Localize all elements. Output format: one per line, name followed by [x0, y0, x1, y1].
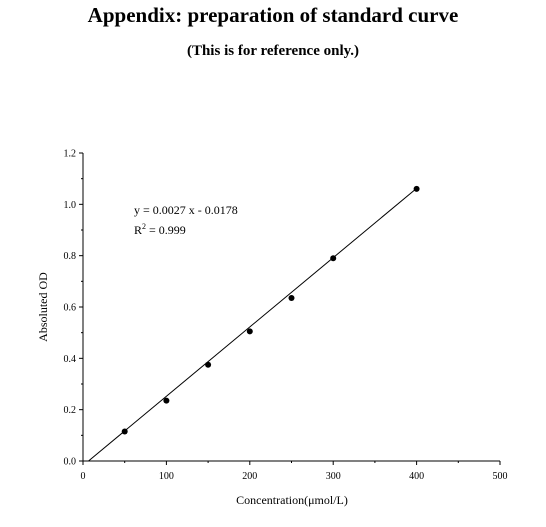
chart-ticks: 0 100 200 300 400 500 0.0 0.2 0.4 0.6 0.8 1.0 1.2: [64, 149, 508, 483]
x-tick-label: 100: [159, 471, 174, 482]
y-tick-label: 1.0: [64, 200, 77, 211]
y-tick-label: 0.6: [64, 303, 77, 314]
page-subtitle: (This is for reference only.): [186, 43, 360, 59]
x-tick-label: 0: [81, 471, 86, 482]
chart-points: [121, 185, 420, 435]
chart-fit: [88, 187, 417, 462]
y-tick-label: 0.0: [64, 457, 77, 468]
r-squared-symbol: R: [134, 223, 142, 237]
y-tick-label: 0.8: [64, 251, 77, 262]
r-squared-superscript: 2: [142, 222, 146, 231]
y-axis-title: Absoluted OD: [36, 272, 50, 342]
x-tick-label: 300: [326, 471, 341, 482]
data-point: [413, 185, 420, 192]
y-tick-label: 1.2: [64, 149, 77, 160]
data-point: [246, 328, 253, 335]
x-tick-label: 500: [493, 471, 508, 482]
r-squared-label: R2 = 0.999: [134, 222, 186, 237]
data-point: [163, 397, 170, 404]
chart-axes: [82, 153, 500, 462]
data-point: [205, 361, 212, 368]
regression-line: [88, 187, 417, 462]
data-point: [121, 428, 128, 435]
regression-equation: y = 0.0027 x - 0.0178: [134, 203, 238, 217]
r-squared-value: = 0.999: [146, 223, 186, 237]
page-title: Appendix: preparation of standard curve: [87, 3, 459, 27]
x-axis-title: Concentration(μmol/L): [236, 493, 348, 507]
data-point: [288, 295, 295, 302]
y-tick-label: 0.2: [64, 405, 77, 416]
data-point: [330, 255, 337, 262]
x-tick-label: 400: [409, 471, 424, 482]
y-tick-label: 0.4: [64, 354, 77, 365]
x-tick-label: 200: [242, 471, 257, 482]
